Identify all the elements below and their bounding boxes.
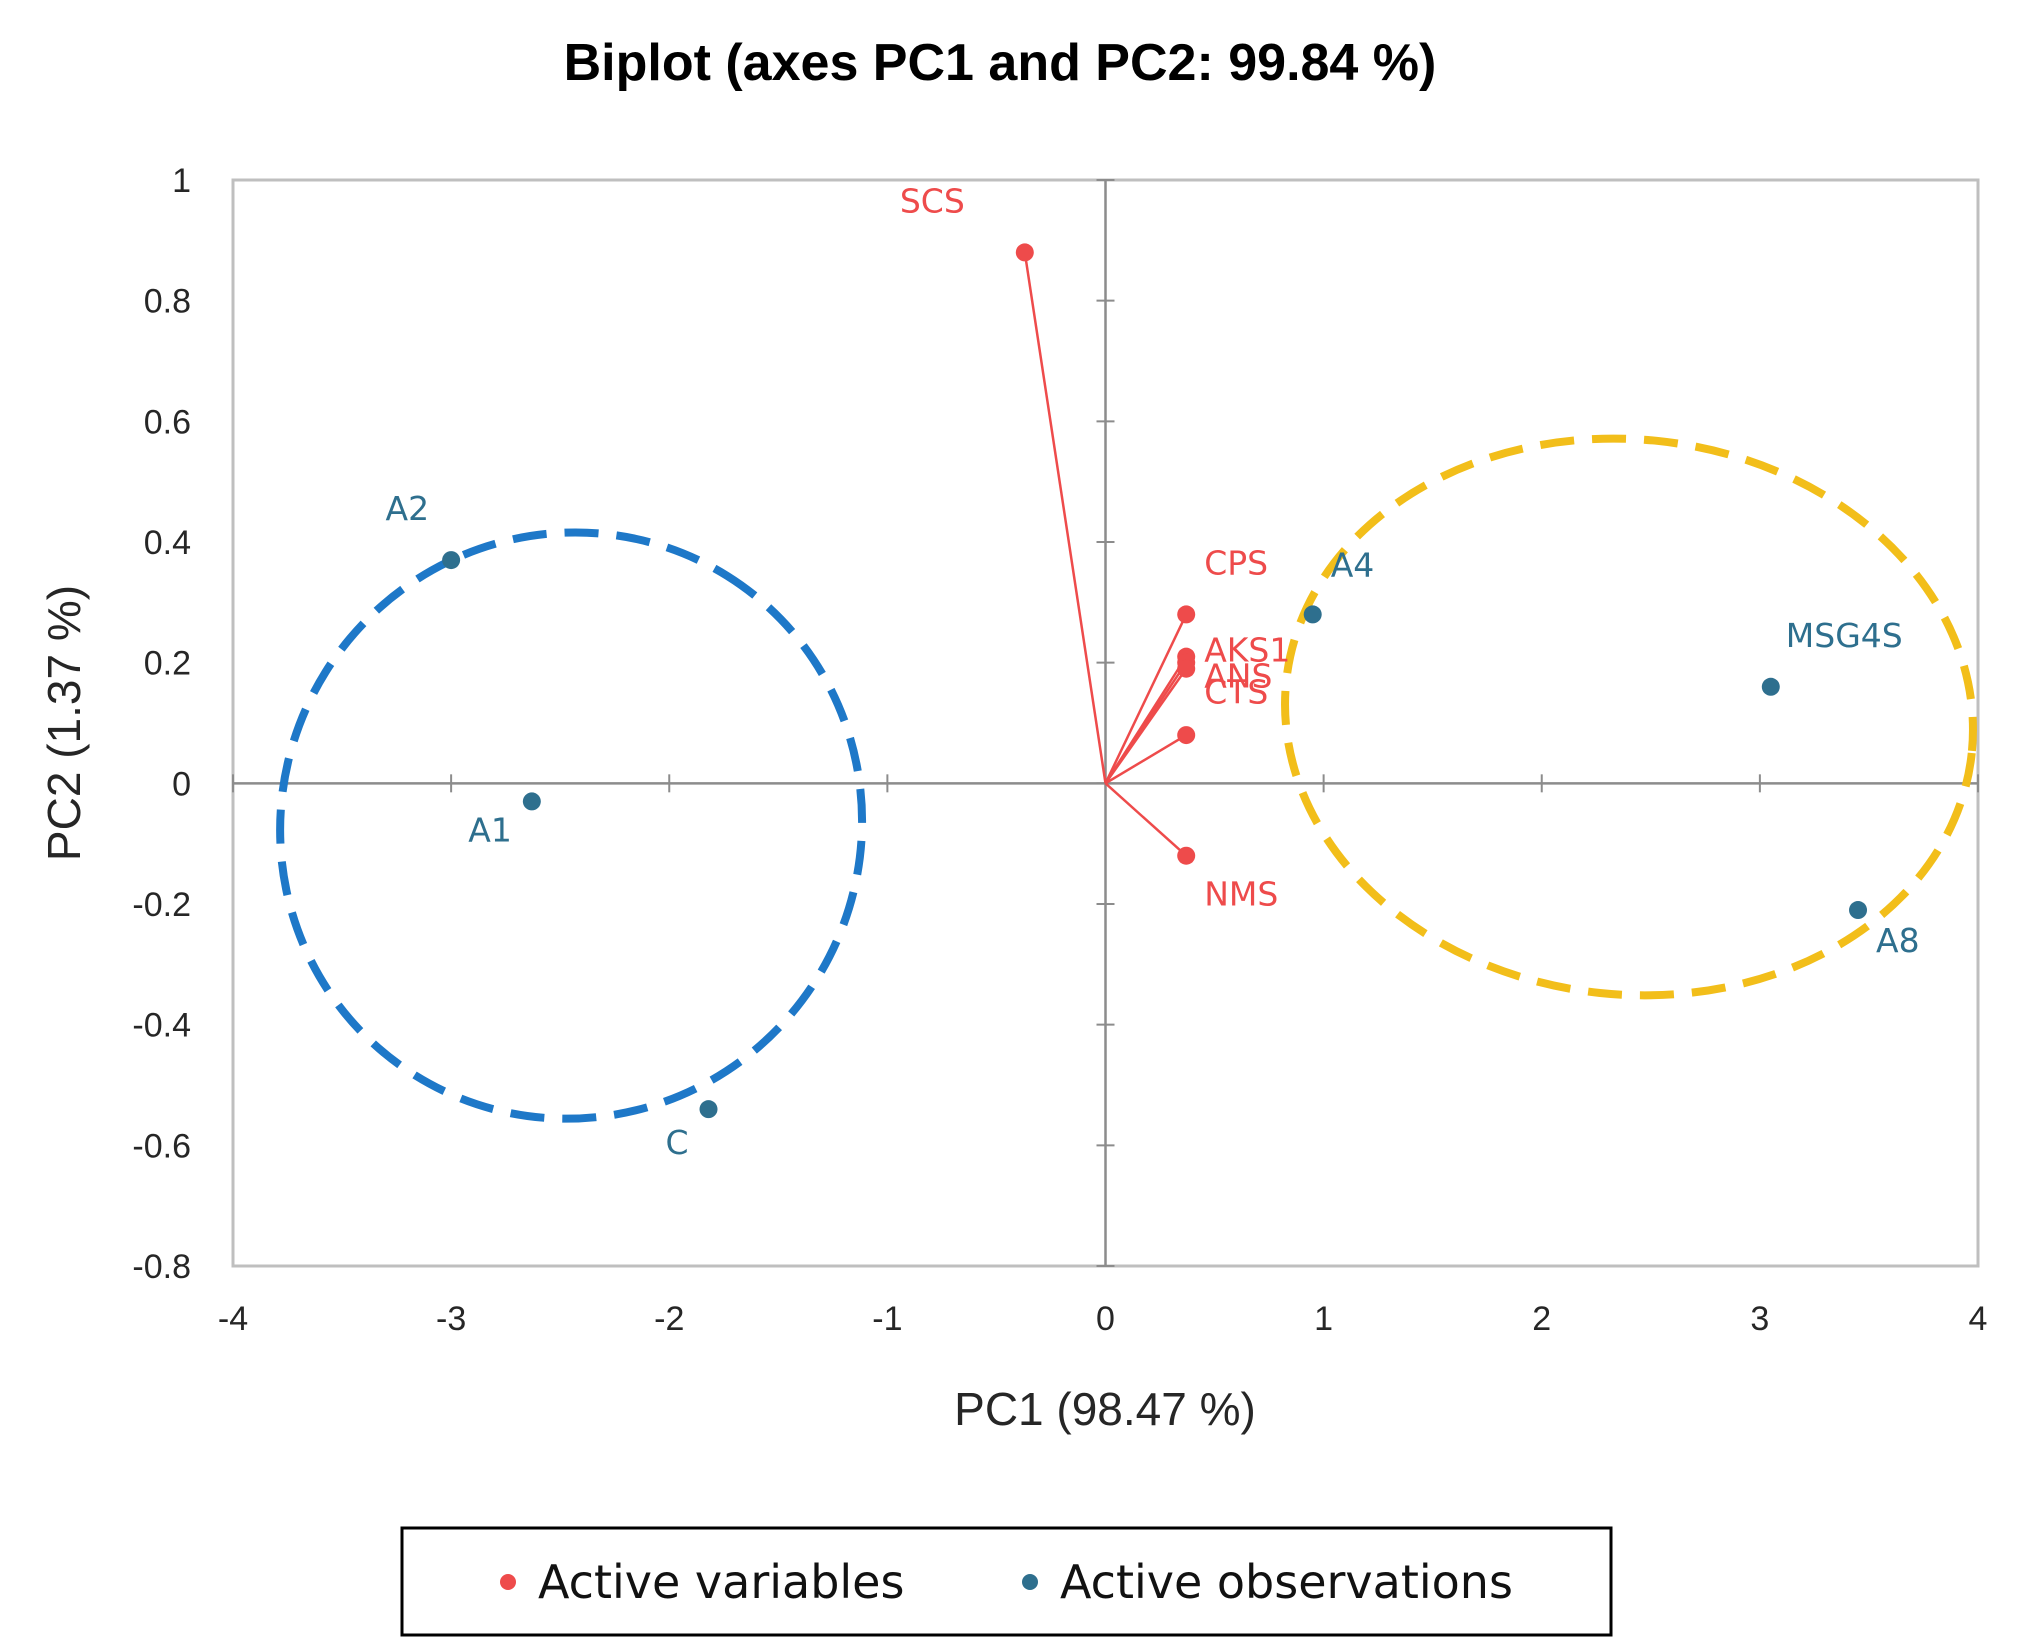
legend-marker-active-variables xyxy=(500,1574,516,1590)
x-tick-label: -2 xyxy=(654,1300,684,1338)
axes-layer: -4 -3 -2 -1 0 1 2 3 4 -0.8 -0.6 -0.4 -0.2 0 0.2 0.4 0.6 0… xyxy=(132,162,1987,1338)
x-tick-label: -4 xyxy=(218,1300,248,1338)
x-tick-label: -1 xyxy=(872,1300,902,1338)
variable-label: NMS xyxy=(1204,875,1278,914)
cluster-ellipse-2 xyxy=(1281,434,1977,1000)
x-tick-label: 2 xyxy=(1532,1300,1551,1338)
y-tick-label: 0.6 xyxy=(144,403,191,441)
variable-label: SCS xyxy=(900,181,965,220)
y-tick-label: -0.8 xyxy=(132,1248,191,1286)
variable-vector xyxy=(1023,252,1107,784)
legend-label-active-observations: Active observations xyxy=(1060,1555,1513,1609)
x-axis-label: PC1 (98.47 %) xyxy=(954,1383,1256,1435)
observation-label: C xyxy=(665,1123,688,1162)
variable-label: CTS xyxy=(1204,673,1268,712)
variable-vectors xyxy=(1023,252,1188,857)
x-tick-label: 4 xyxy=(1969,1300,1988,1338)
variable-label: CPS xyxy=(1204,543,1268,582)
y-tick-label: -0.6 xyxy=(132,1127,191,1165)
observation-point xyxy=(699,1100,718,1119)
variable-vector xyxy=(1104,733,1187,785)
x-tick-label: 3 xyxy=(1750,1300,1769,1338)
variable-point xyxy=(1015,243,1034,262)
observation-label: A4 xyxy=(1331,545,1375,584)
y-tick-label: -0.4 xyxy=(132,1007,191,1045)
y-tick-label: 0.4 xyxy=(144,524,191,562)
variable-vector xyxy=(1104,782,1188,857)
y-tick-label: 0.8 xyxy=(144,283,191,321)
variable-label: AKS1 xyxy=(1204,631,1290,670)
cluster-ellipses xyxy=(276,434,1977,1123)
y-tick-label: 0.2 xyxy=(144,645,191,683)
variable-point xyxy=(1177,726,1196,745)
observation-point xyxy=(522,792,541,811)
observation-label: MSG4S xyxy=(1786,616,1903,655)
variable-label: ANS xyxy=(1204,657,1272,696)
observation-point xyxy=(1761,677,1780,696)
variable-point xyxy=(1177,846,1196,865)
observation-label: A2 xyxy=(386,489,430,528)
observation-point xyxy=(1303,605,1322,624)
x-tick-label: 0 xyxy=(1096,1300,1115,1338)
variable-point xyxy=(1177,659,1196,678)
y-axis-label: PC2 (1.37 %) xyxy=(38,585,90,861)
legend-label-active-variables: Active variables xyxy=(538,1555,904,1609)
legend-box xyxy=(400,1526,1613,1637)
legend-marker-active-observations xyxy=(1022,1574,1038,1590)
y-tick-label: -0.2 xyxy=(132,886,191,924)
observation-point xyxy=(442,551,461,570)
variable-vector xyxy=(1104,667,1188,785)
cluster-ellipse-1 xyxy=(276,528,867,1123)
x-tick-label: -3 xyxy=(436,1300,466,1338)
observation-point xyxy=(1849,901,1868,920)
legend: Active variables Active observations xyxy=(400,1526,1613,1637)
chart-title: Biplot (axes PC1 and PC2: 99.84 %) xyxy=(564,34,1437,92)
variable-vector xyxy=(1104,613,1188,784)
y-tick-label: 0 xyxy=(172,765,191,803)
observation-label: A8 xyxy=(1876,921,1920,960)
observation-label: A1 xyxy=(468,810,512,849)
data-points xyxy=(442,243,1868,1119)
y-tick-label: 1 xyxy=(172,162,191,200)
variable-point xyxy=(1177,605,1196,624)
x-tick-label: 1 xyxy=(1314,1300,1333,1338)
